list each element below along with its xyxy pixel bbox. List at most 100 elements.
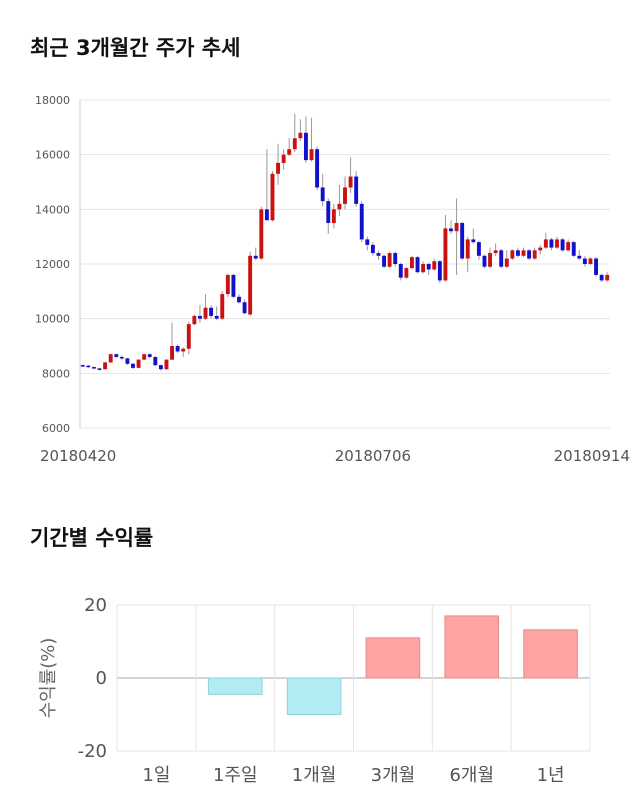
candle-body [309,149,314,161]
candle-y-ticks: 6000 8000 10000 12000 14000 16000 18000 [35,94,70,435]
candle-body [253,255,258,259]
candle-body [599,274,604,281]
candle-grid [79,99,610,429]
candle-body [527,250,532,259]
bar-series [207,615,578,715]
bar-x-tick-label: 6개월 [449,765,494,786]
candle-body [476,242,481,256]
candle-body [86,365,91,368]
candle-body [499,250,504,267]
bar-x-tick-label: 1일 [142,765,170,786]
bar-y-tick-label: 20 [84,595,107,616]
candle-series [80,113,610,371]
candle-body [594,258,599,275]
candle-x-tick-label: 20180420 [40,447,116,465]
candle-body [303,132,308,161]
candle-x-tick-label: 20180706 [335,447,411,465]
candle-body [136,359,141,368]
candle-body [80,365,85,367]
candle-body [560,239,565,251]
bar-x-tick-label: 1개월 [292,765,337,786]
candle-y-tick-label: 10000 [35,313,70,326]
candle-body [582,258,587,264]
candle-y-tick-label: 12000 [35,258,70,271]
candle-body [515,250,520,256]
candle-body [566,242,571,251]
candle-body [588,258,593,264]
candle-body [521,250,526,256]
return-bar [444,615,500,679]
candle-body [298,132,303,139]
candle-body [292,138,297,150]
candle-body [387,253,392,267]
candle-body [393,253,398,264]
candle-body [493,250,498,254]
candle-body [131,363,135,368]
candle-y-tick-label: 16000 [35,149,70,162]
bar-y-axis-label: 수익률(%) [38,638,59,719]
candle-body [370,244,375,254]
candle-body [108,354,113,363]
bar-x-tick-label: 1년 [537,765,565,786]
candle-body [555,239,559,248]
candle-body [276,162,281,174]
candle-body [538,247,543,251]
candle-body [577,255,582,259]
candle-body [549,239,554,248]
bar-x-ticks: 1일 1주일 1개월 3개월 6개월 1년 [142,765,564,786]
candle-body [510,250,515,259]
candle-body [348,176,353,188]
candle-body [119,356,124,359]
returns-title: 기간별 수익률 [30,526,154,550]
candle-body [203,307,208,319]
candle-body [571,242,576,256]
candle-body [432,261,437,270]
candle-body [281,154,286,163]
candle-body [354,176,359,204]
bar-y-ticks: -20 0 20 [78,595,107,762]
candle-body [270,173,275,221]
candle-body [471,239,476,243]
candle-body [225,274,230,295]
candle-body [543,239,548,248]
candle-body [488,253,493,267]
candle-body [287,149,292,155]
candle-body [315,149,320,188]
candle-body [125,358,130,364]
candle-body [443,228,448,281]
candle-body [343,187,347,204]
candle-body [237,296,241,303]
candle-body [454,223,459,232]
return-bar [365,637,421,679]
candle-body [231,274,236,297]
candle-body [382,255,387,267]
candle-body [331,209,336,223]
candle-body [259,209,264,259]
candle-body [209,307,214,316]
candle-body [421,264,426,273]
bar-y-tick-label: -20 [78,741,107,762]
candle-body [103,362,108,370]
candle-x-tick-label: 20180914 [554,447,630,465]
candle-body [264,209,269,221]
candle-body [415,257,420,273]
candle-y-tick-label: 14000 [35,203,70,216]
candle-body [158,365,163,370]
price-trend-title: 최근 3개월간 주가 추세 [30,36,241,60]
candle-body [437,261,442,281]
bar-y-tick-label: 0 [96,668,107,689]
candle-body [605,274,610,281]
candle-body [426,264,431,270]
candle-body [504,258,509,267]
candle-body [91,367,96,369]
candle-x-ticks: 20180420 20180706 20180914 [40,447,630,465]
candle-body [214,315,219,319]
candle-body [97,368,102,370]
returns-bar-chart: -20 0 20 1일 1주일 1개월 3개월 6개월 1년 수익률(%) [38,595,591,786]
candle-body [175,346,180,352]
candle-body [465,239,470,259]
candlestick-chart: 6000 8000 10000 12000 14000 16000 18000 201804… [35,94,630,465]
candle-body [164,359,169,370]
candle-body [404,268,409,278]
candle-body [482,255,487,267]
